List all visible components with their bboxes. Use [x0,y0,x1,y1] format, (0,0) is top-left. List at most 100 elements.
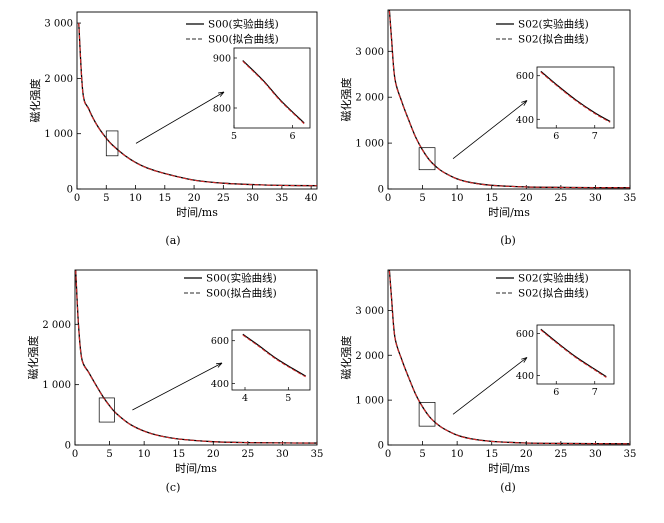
inset-frame [233,47,311,129]
zoom-arrow-head [218,91,225,97]
fit-curve-line [75,270,317,444]
plot-frame [387,9,631,190]
inset-y-tick-label: 800 [213,104,231,115]
x-tick-label: 5 [419,449,425,460]
chart-panel-a: 0 5 10 15 20 25 30 35 40 0 1 000 2 000 3 000 时间/ms 磁化强… [0,0,332,259]
inset-x-tick-label: 6 [553,131,559,142]
inset-fit-curve [242,60,305,125]
chart-c-svg: 0 5 10 15 20 25 30 35 0 1 000 2 000 时间/ms 磁化强度 4 5 400 6… [26,269,324,494]
inset-experimental-curve [540,328,607,378]
y-tick-label: 3 000 [44,19,73,30]
x-tick-label: 20 [520,449,533,460]
chart-d-svg: 0 5 10 15 20 25 30 35 0 1 000 2 000 3 000 时间/ms 磁化强度 6… [339,269,637,494]
inset-x-tick-label: 7 [592,387,598,398]
inset-frame [231,329,311,391]
inset-fit-curve [540,329,607,378]
legend-entry-label: S02(实验曲线) [518,272,589,285]
x-axis-label: 时间/ms [175,462,217,475]
x-tick-label: 10 [129,193,142,204]
inset-frame [536,324,615,385]
inset-fit-curve [242,334,306,378]
inset-y-tick-label: 400 [516,371,534,382]
x-tick-label: 0 [72,449,78,460]
panel-caption: (c) [166,481,181,494]
x-tick-label: 10 [138,449,151,460]
x-tick-label: 30 [276,449,289,460]
zoom-region-box [105,130,119,157]
y-tick-label: 1 000 [355,139,384,150]
zoom-region-box [98,397,115,423]
fit-curve-line [388,10,630,189]
inset-experimental-curve [242,333,306,377]
inset-y-tick-label: 600 [211,336,229,347]
y-axis-label: 磁化强度 [28,79,42,123]
plot-frame [76,11,318,190]
x-tick-label: 15 [158,193,171,204]
zoom-arrow-head [521,100,528,106]
x-tick-label: 0 [74,193,80,204]
y-tick-label: 0 [65,441,71,452]
x-tick-label: 20 [520,193,533,204]
x-tick-label: 0 [385,193,391,204]
y-tick-label: 2 000 [44,74,73,85]
inset-x-tick-label: 6 [289,131,295,142]
inset-x-tick-label: 6 [553,387,559,398]
chart-a-svg: 0 5 10 15 20 25 30 35 40 0 1 000 2 000 3 000 时间/ms 磁化强… [28,11,318,247]
zoom-arrow-head [521,357,528,363]
x-axis-label: 时间/ms [488,462,530,475]
panel-caption: (b) [500,234,516,247]
fit-curve-line [388,270,630,445]
y-tick-label: 1 000 [42,380,71,391]
fit-curve-line [78,23,317,187]
inset-experimental-curve [242,60,305,124]
x-tick-label: 25 [554,449,567,460]
inset-x-tick-label: 5 [231,131,237,142]
zoom-arrow-line [452,357,528,415]
x-axis-label: 时间/ms [176,206,218,219]
x-tick-label: 30 [246,193,259,204]
x-tick-label: 20 [188,193,201,204]
zoom-arrow-line [135,91,225,144]
y-axis-label: 磁化强度 [339,336,353,380]
y-axis-label: 磁化强度 [339,78,353,122]
y-tick-label: 0 [67,185,73,196]
x-tick-label: 15 [485,193,498,204]
x-tick-label: 0 [385,449,391,460]
inset-frame [536,66,615,129]
x-axis-label: 时间/ms [488,206,530,219]
legend-entry-label: S02(拟合曲线) [518,33,589,46]
plot-frame [387,269,631,446]
x-tick-label: 30 [589,193,602,204]
inset-y-tick-label: 400 [516,115,534,126]
inset-y-tick-label: 600 [516,71,534,82]
inset-fit-curve [540,71,611,123]
x-tick-label: 20 [207,449,220,460]
y-tick-label: 3 000 [355,306,384,317]
y-tick-label: 2 000 [355,351,384,362]
x-tick-label: 25 [241,449,254,460]
y-tick-label: 0 [378,185,384,196]
x-tick-label: 35 [624,449,637,460]
chart-panel-c: 0 5 10 15 20 25 30 35 0 1 000 2 000 时间/ms 磁化强度 4 5 400 6… [0,259,332,519]
y-tick-label: 3 000 [355,47,384,58]
x-tick-label: 10 [451,193,464,204]
legend-entry-label: S00(实验曲线) [206,272,277,285]
y-tick-label: 0 [378,441,384,452]
x-tick-label: 35 [624,193,637,204]
x-tick-label: 15 [485,449,498,460]
y-tick-label: 1 000 [44,129,73,140]
inset-y-tick-label: 400 [211,379,229,390]
x-tick-label: 35 [311,449,324,460]
x-tick-label: 25 [217,193,230,204]
y-axis-label: 磁化强度 [26,336,40,380]
plot-frame [74,269,318,446]
x-tick-label: 5 [103,193,109,204]
x-tick-label: 30 [589,449,602,460]
inset-x-tick-label: 4 [242,393,248,404]
inset-x-tick-label: 5 [285,393,291,404]
legend-entry-label: S02(拟合曲线) [518,287,589,300]
x-tick-label: 25 [554,193,567,204]
panel-caption: (a) [165,234,180,247]
legend-entry-label: S02(实验曲线) [518,18,589,31]
chart-b-svg: 0 5 10 15 20 25 30 35 0 1 000 2 000 3 000 时间/ms 磁化强度 6… [339,9,637,247]
